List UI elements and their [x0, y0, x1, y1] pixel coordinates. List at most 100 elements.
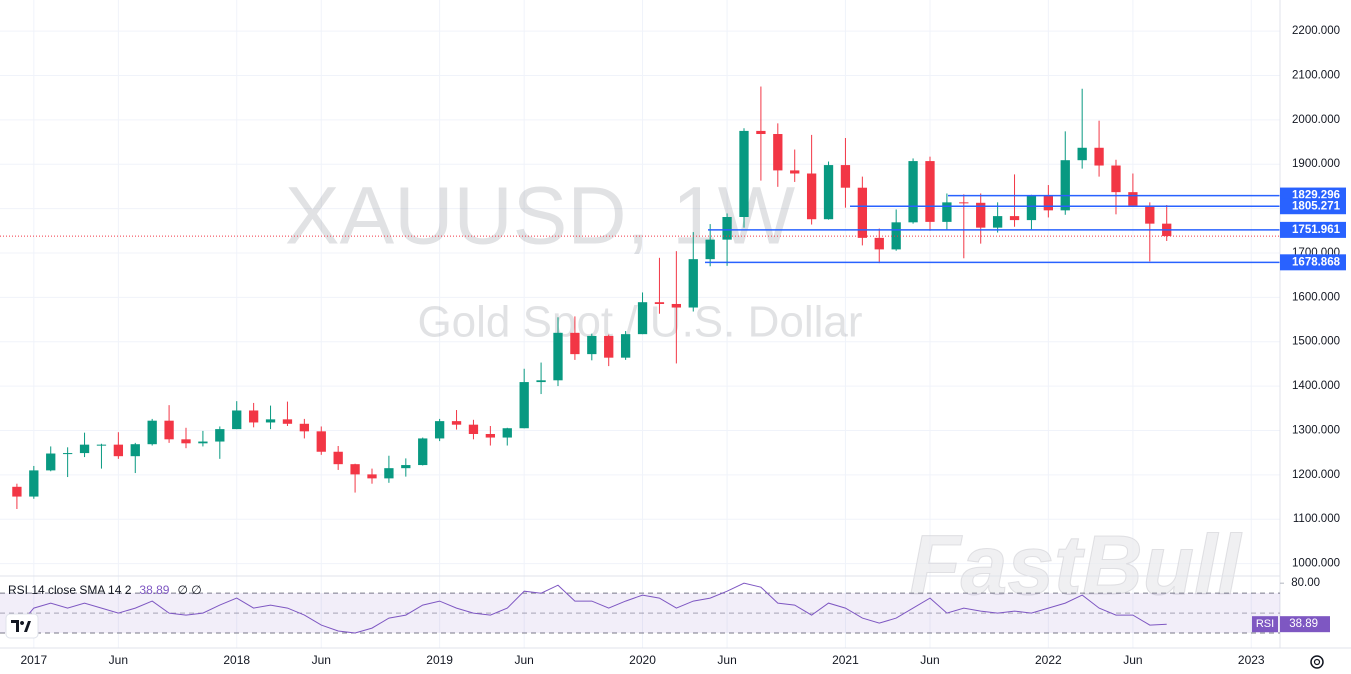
candle-body — [519, 382, 529, 429]
candle-body — [739, 130, 749, 217]
candle-body — [12, 486, 22, 497]
x-tick-label: Jun — [109, 653, 128, 667]
candle-body — [265, 419, 276, 423]
level-tag-bg — [1280, 198, 1346, 215]
candle-body — [874, 237, 884, 250]
candle-body — [248, 410, 259, 423]
candle-body — [604, 335, 614, 358]
candle-body — [705, 239, 715, 260]
rsi-tick-label: 80.00 — [1291, 577, 1320, 589]
level-tag: 1678.868 — [1292, 256, 1341, 268]
candle-body — [316, 431, 326, 452]
level-tag-bg — [1280, 254, 1346, 271]
x-tick-label: Jun — [1123, 653, 1142, 667]
rsi-tag-value: 38.89 — [1289, 618, 1318, 630]
candle-body — [282, 419, 293, 424]
x-tick-label: Jun — [312, 653, 331, 667]
candle-body — [925, 161, 935, 222]
candle-body — [485, 433, 496, 438]
candle-body — [1077, 147, 1087, 161]
x-tick-label: 2020 — [629, 653, 656, 667]
candle-body — [620, 334, 631, 358]
x-tick-label: Jun — [717, 653, 736, 667]
candle-body — [147, 420, 157, 445]
candle-body — [468, 424, 479, 434]
candle-body — [401, 465, 411, 469]
candle-body — [908, 161, 918, 223]
candle-body — [823, 165, 834, 220]
rsi-value: 38.89 — [139, 583, 169, 597]
x-tick-label: 2021 — [832, 653, 859, 667]
candle-body — [451, 421, 462, 425]
rsi-band — [0, 593, 1280, 634]
x-tick-label: 2018 — [223, 653, 250, 667]
candle-body — [891, 222, 901, 250]
candle-body — [840, 165, 851, 188]
rsi-title: RSI 14 close SMA 14 2 — [8, 583, 132, 597]
candle-body — [654, 302, 665, 304]
rsi-pane — [0, 582, 1280, 634]
candle-body — [29, 470, 39, 497]
candle-body — [773, 134, 783, 171]
candle-body — [536, 380, 546, 383]
candle-body — [1094, 147, 1104, 166]
rsi-tag-value-bg — [1280, 616, 1330, 633]
level-tag-bg — [1280, 221, 1346, 238]
candle-body — [418, 438, 428, 466]
candle-body — [299, 423, 310, 432]
candle-body — [164, 420, 174, 440]
candle-body — [688, 259, 698, 308]
settings-icon[interactable] — [1310, 655, 1324, 669]
candle-body — [367, 474, 377, 479]
candle-body — [198, 441, 208, 444]
symbol-watermark: XAUUSD, 1W — [285, 171, 796, 262]
y-tick-label: 2100.000 — [1292, 69, 1340, 81]
y-tick-label: 1900.000 — [1292, 158, 1340, 170]
candle-body — [671, 303, 682, 308]
candle-body — [130, 444, 140, 457]
candle-body — [215, 429, 225, 442]
candle-body — [570, 332, 580, 355]
y-tick-label: 2200.000 — [1292, 25, 1340, 37]
x-tick-label: 2023 — [1238, 653, 1265, 667]
x-tick-label: Jun — [514, 653, 533, 667]
candle-body — [333, 451, 343, 465]
candle-body — [79, 444, 90, 454]
candle-body — [942, 202, 952, 222]
candle-body — [1111, 165, 1121, 193]
candle-body — [502, 428, 512, 438]
y-tick-label: 2000.000 — [1292, 114, 1340, 126]
y-tick-label: 1400.000 — [1292, 380, 1340, 392]
rsi-line — [16, 582, 1167, 634]
y-tick-label: 1600.000 — [1292, 291, 1340, 303]
candle-body — [62, 453, 73, 455]
x-tick-label: Jun — [920, 653, 939, 667]
candle-body — [959, 202, 969, 204]
y-tick-label: 1100.000 — [1293, 513, 1340, 525]
candle-body — [976, 202, 986, 228]
x-tick-label: 2022 — [1035, 653, 1062, 667]
candle-body — [434, 421, 445, 439]
candle-body — [587, 335, 597, 355]
grid — [0, 0, 1280, 648]
candle-body — [384, 468, 394, 479]
x-tick-label: 2019 — [426, 653, 453, 667]
rsi-tag-name: RSI — [1256, 618, 1274, 630]
rsi-header: RSI 14 close SMA 14 2 38.89 ∅ ∅ — [8, 583, 202, 597]
candle-body — [790, 170, 800, 174]
rsi-tag-name-bg — [1252, 616, 1278, 633]
candle-body — [637, 302, 648, 335]
plot — [0, 86, 1280, 509]
candle-body — [992, 216, 1003, 228]
candle-body — [1128, 192, 1138, 206]
y-tick-label: 1200.000 — [1292, 469, 1340, 481]
candle-body — [181, 439, 191, 444]
x-tick-label: 2017 — [20, 653, 47, 667]
candle-body — [1026, 195, 1037, 221]
candle-body — [46, 453, 56, 471]
candle-body — [1043, 195, 1053, 211]
brand-watermark: FastBull — [909, 518, 1242, 612]
candle-body — [232, 410, 242, 430]
